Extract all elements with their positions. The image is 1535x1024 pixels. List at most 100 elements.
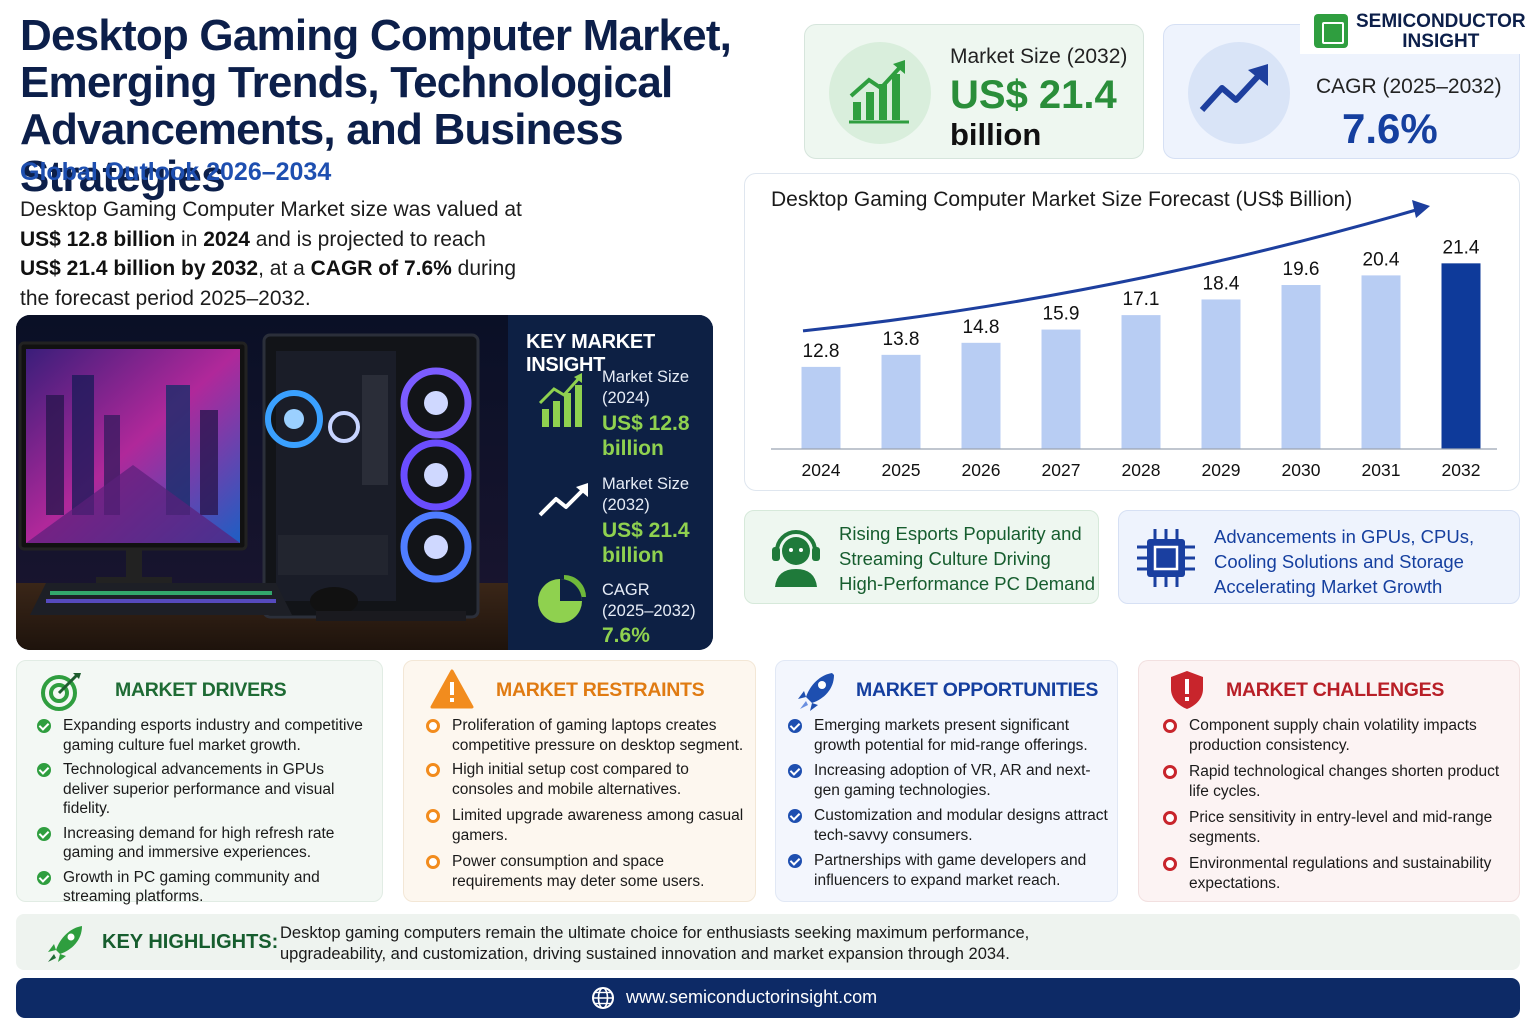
page-subtitle: Global Outlook 2026–2034 — [20, 158, 332, 186]
challenges-heading: MARKET CHALLENGES — [1226, 679, 1445, 701]
hardware-trend-card: Advancements in GPUs, CPUs, Cooling Solu… — [1118, 510, 1520, 604]
x-tick-2032: 2032 — [1442, 460, 1481, 480]
data-label-2029: 18.4 — [1203, 273, 1240, 294]
list-item-text: Partnerships with game developers and in… — [814, 852, 1087, 889]
intro-text: and is projected to reach — [249, 227, 486, 251]
list-item-text: Component supply chain volatility impact… — [1189, 717, 1477, 754]
check-icon — [37, 870, 51, 885]
restraints-list: Proliferation of gaming laptops creates … — [426, 716, 751, 891]
rocket-launch-icon — [48, 926, 82, 962]
chip-icon — [1314, 14, 1348, 48]
bullet-icon — [426, 763, 440, 777]
intro-paragraph: Desktop Gaming Computer Market size was … — [20, 195, 580, 313]
highlights-text: Desktop gaming computers remain the ulti… — [280, 924, 1030, 963]
check-icon — [37, 763, 51, 777]
pie-chart-icon — [538, 575, 586, 623]
list-item-text: Proliferation of gaming laptops creates … — [452, 717, 744, 754]
list-item-text: High initial setup cost compared to cons… — [452, 761, 689, 798]
intro-cagr: CAGR of 7.6% — [310, 257, 452, 280]
hardware-trend-text: Advancements in GPUs, CPUs, Cooling Solu… — [1214, 524, 1474, 599]
insight-heading: KEY MARKET INSIGHT — [526, 331, 655, 376]
trend-up-icon — [1188, 42, 1290, 144]
list-item-text: Technological advancements in GPUs deliv… — [63, 761, 335, 817]
cagr-card: CAGR (2025–2032) 7.6% — [1163, 24, 1520, 159]
list-item: Customization and modular designs attrac… — [788, 806, 1108, 845]
data-label-2024: 12.8 — [803, 341, 840, 362]
opportunities-heading: MARKET OPPORTUNITIES — [856, 679, 1099, 701]
target-icon — [41, 673, 81, 711]
list-item: Environmental regulations and sustainabi… — [1163, 854, 1508, 893]
list-item-text: Rapid technological changes shorten prod… — [1189, 763, 1500, 800]
insight-2032-value: US$ 21.4 billion — [602, 518, 690, 568]
market-size-label: Market Size (2032) — [950, 45, 1128, 68]
insight-2024-value: US$ 12.8 billion — [602, 411, 690, 461]
list-item: Proliferation of gaming laptops creates … — [426, 716, 751, 755]
bullet-icon — [1163, 857, 1177, 871]
trend-line: Advancements in GPUs, CPUs, — [1214, 526, 1475, 547]
forecast-bar-chart: 12.8 2024 13.8 2025 14.8 2026 15.9 2027 17.1 2028… — [771, 200, 1497, 480]
list-item-text: Environmental regulations and sustainabi… — [1189, 855, 1492, 892]
check-icon — [788, 809, 802, 823]
rocket-icon — [798, 673, 834, 711]
market-size-card: Market Size (2032) US$ 21.4 billion — [804, 24, 1144, 159]
esports-trend-text: Rising Esports Popularity and Streaming … — [839, 521, 1095, 596]
growth-chart-icon — [829, 42, 931, 144]
bar-2030 — [1281, 285, 1321, 449]
list-item: Rapid technological changes shorten prod… — [1163, 762, 1508, 801]
logo-line-1: SEMICONDUCTOR — [1356, 11, 1526, 32]
bullet-icon — [426, 719, 440, 733]
x-tick-2030: 2030 — [1282, 460, 1321, 480]
list-item: Power consumption and space requirements… — [426, 852, 751, 891]
list-item: Partnerships with game developers and in… — [788, 851, 1108, 890]
trend-line: Accelerating Market Growth — [1214, 576, 1443, 597]
market-size-value: US$ 21.4 — [950, 73, 1117, 117]
esports-trend-card: Rising Esports Popularity and Streaming … — [744, 510, 1099, 604]
gamer-headset-icon — [772, 530, 820, 587]
intro-text: , at a — [258, 257, 311, 280]
list-item-text: Increasing adoption of VR, AR and next-g… — [814, 762, 1091, 799]
x-tick-2024: 2024 — [802, 460, 841, 480]
warning-icon — [430, 669, 474, 709]
list-item: Component supply chain volatility impact… — [1163, 716, 1508, 755]
page-title: Desktop Gaming Computer Market, Emerging… — [20, 12, 760, 200]
market-challenges-section: MARKET CHALLENGES Component supply chain… — [1138, 660, 1520, 902]
insight-2024-value-line: US$ 12.8 — [602, 412, 690, 435]
intro-value-2024: US$ 12.8 billion — [20, 227, 176, 251]
bar-2024 — [801, 366, 841, 449]
challenges-list: Component supply chain volatility impact… — [1163, 716, 1508, 893]
insight-2032-value-line: billion — [602, 544, 664, 567]
bullet-icon — [1163, 765, 1177, 779]
list-item: Price sensitivity in entry-level and mid… — [1163, 808, 1508, 847]
shield-alert-icon — [1171, 671, 1203, 709]
check-icon — [788, 719, 802, 733]
insight-2024-label: Market Size (2024) — [602, 367, 689, 409]
globe-icon — [592, 987, 614, 1009]
list-item: Limited upgrade awareness among casual g… — [426, 806, 751, 845]
website-link[interactable]: www.semiconductorinsight.com — [626, 987, 878, 1007]
list-item: Technological advancements in GPUs deliv… — [37, 760, 372, 819]
insight-cagr-label-line: CAGR — [602, 581, 650, 599]
list-item: Increasing demand for high refresh rate … — [37, 824, 372, 863]
list-item-text: Power consumption and space requirements… — [452, 853, 705, 890]
insight-2024-label-line: Market Size — [602, 368, 690, 386]
market-restraints-section: MARKET RESTRAINTS Proliferation of gamin… — [403, 660, 756, 902]
intro-value-2032: US$ 21.4 billion by 2032 — [20, 257, 259, 280]
list-item: Increasing adoption of VR, AR and next-g… — [788, 761, 1108, 800]
trend-line: High-Performance PC Demand — [839, 573, 1096, 594]
insight-cagr-label-line: (2025–2032) — [602, 602, 696, 620]
intro-text: in — [175, 227, 204, 251]
data-label-2027: 15.9 — [1043, 304, 1080, 325]
insight-cagr-value: 7.6% — [602, 624, 650, 647]
insight-2024-label-line: (2024) — [602, 389, 650, 407]
data-label-2028: 17.1 — [1123, 289, 1160, 310]
bullet-icon — [1163, 811, 1177, 825]
insight-cagr-label: CAGR (2025–2032) — [602, 580, 696, 622]
bullet-icon — [426, 809, 440, 823]
intro-text: Desktop Gaming Computer Market size was … — [20, 198, 522, 221]
bullet-icon — [426, 855, 440, 869]
bar-2025 — [881, 354, 921, 449]
footer-bar: www.semiconductorinsight.com — [16, 978, 1520, 1018]
logo-line-2: INSIGHT — [1402, 31, 1480, 52]
insight-stats-panel: KEY MARKET INSIGHT Market Size (2024) US… — [508, 315, 713, 650]
bar-2028 — [1121, 315, 1161, 449]
